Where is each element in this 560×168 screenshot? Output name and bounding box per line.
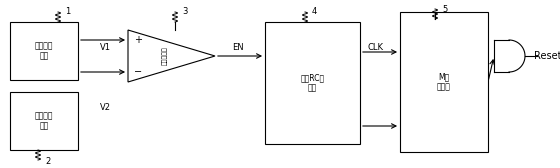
Bar <box>265 22 360 144</box>
Text: 4: 4 <box>312 8 318 16</box>
Text: CLK: CLK <box>368 44 384 52</box>
Text: 掉电检测
电路: 掉电检测 电路 <box>35 111 53 131</box>
Text: 5: 5 <box>442 5 447 13</box>
Text: 3: 3 <box>182 8 188 16</box>
Text: −: − <box>134 67 142 77</box>
Text: EN: EN <box>232 44 244 52</box>
Text: M位
计数器: M位 计数器 <box>437 72 451 92</box>
Bar <box>10 92 78 150</box>
Text: 电压比较器: 电压比较器 <box>162 47 167 65</box>
Text: +: + <box>134 35 142 45</box>
Text: 电源检测
电路: 电源检测 电路 <box>35 41 53 61</box>
Bar <box>400 12 488 152</box>
Text: V2: V2 <box>100 102 111 112</box>
Text: 2: 2 <box>45 158 50 166</box>
Bar <box>10 22 78 80</box>
Text: 1: 1 <box>65 8 70 16</box>
Text: 延迟RC振
荡器: 延迟RC振 荡器 <box>300 73 325 93</box>
Text: V1: V1 <box>100 44 111 52</box>
Text: Reset: Reset <box>534 51 560 61</box>
